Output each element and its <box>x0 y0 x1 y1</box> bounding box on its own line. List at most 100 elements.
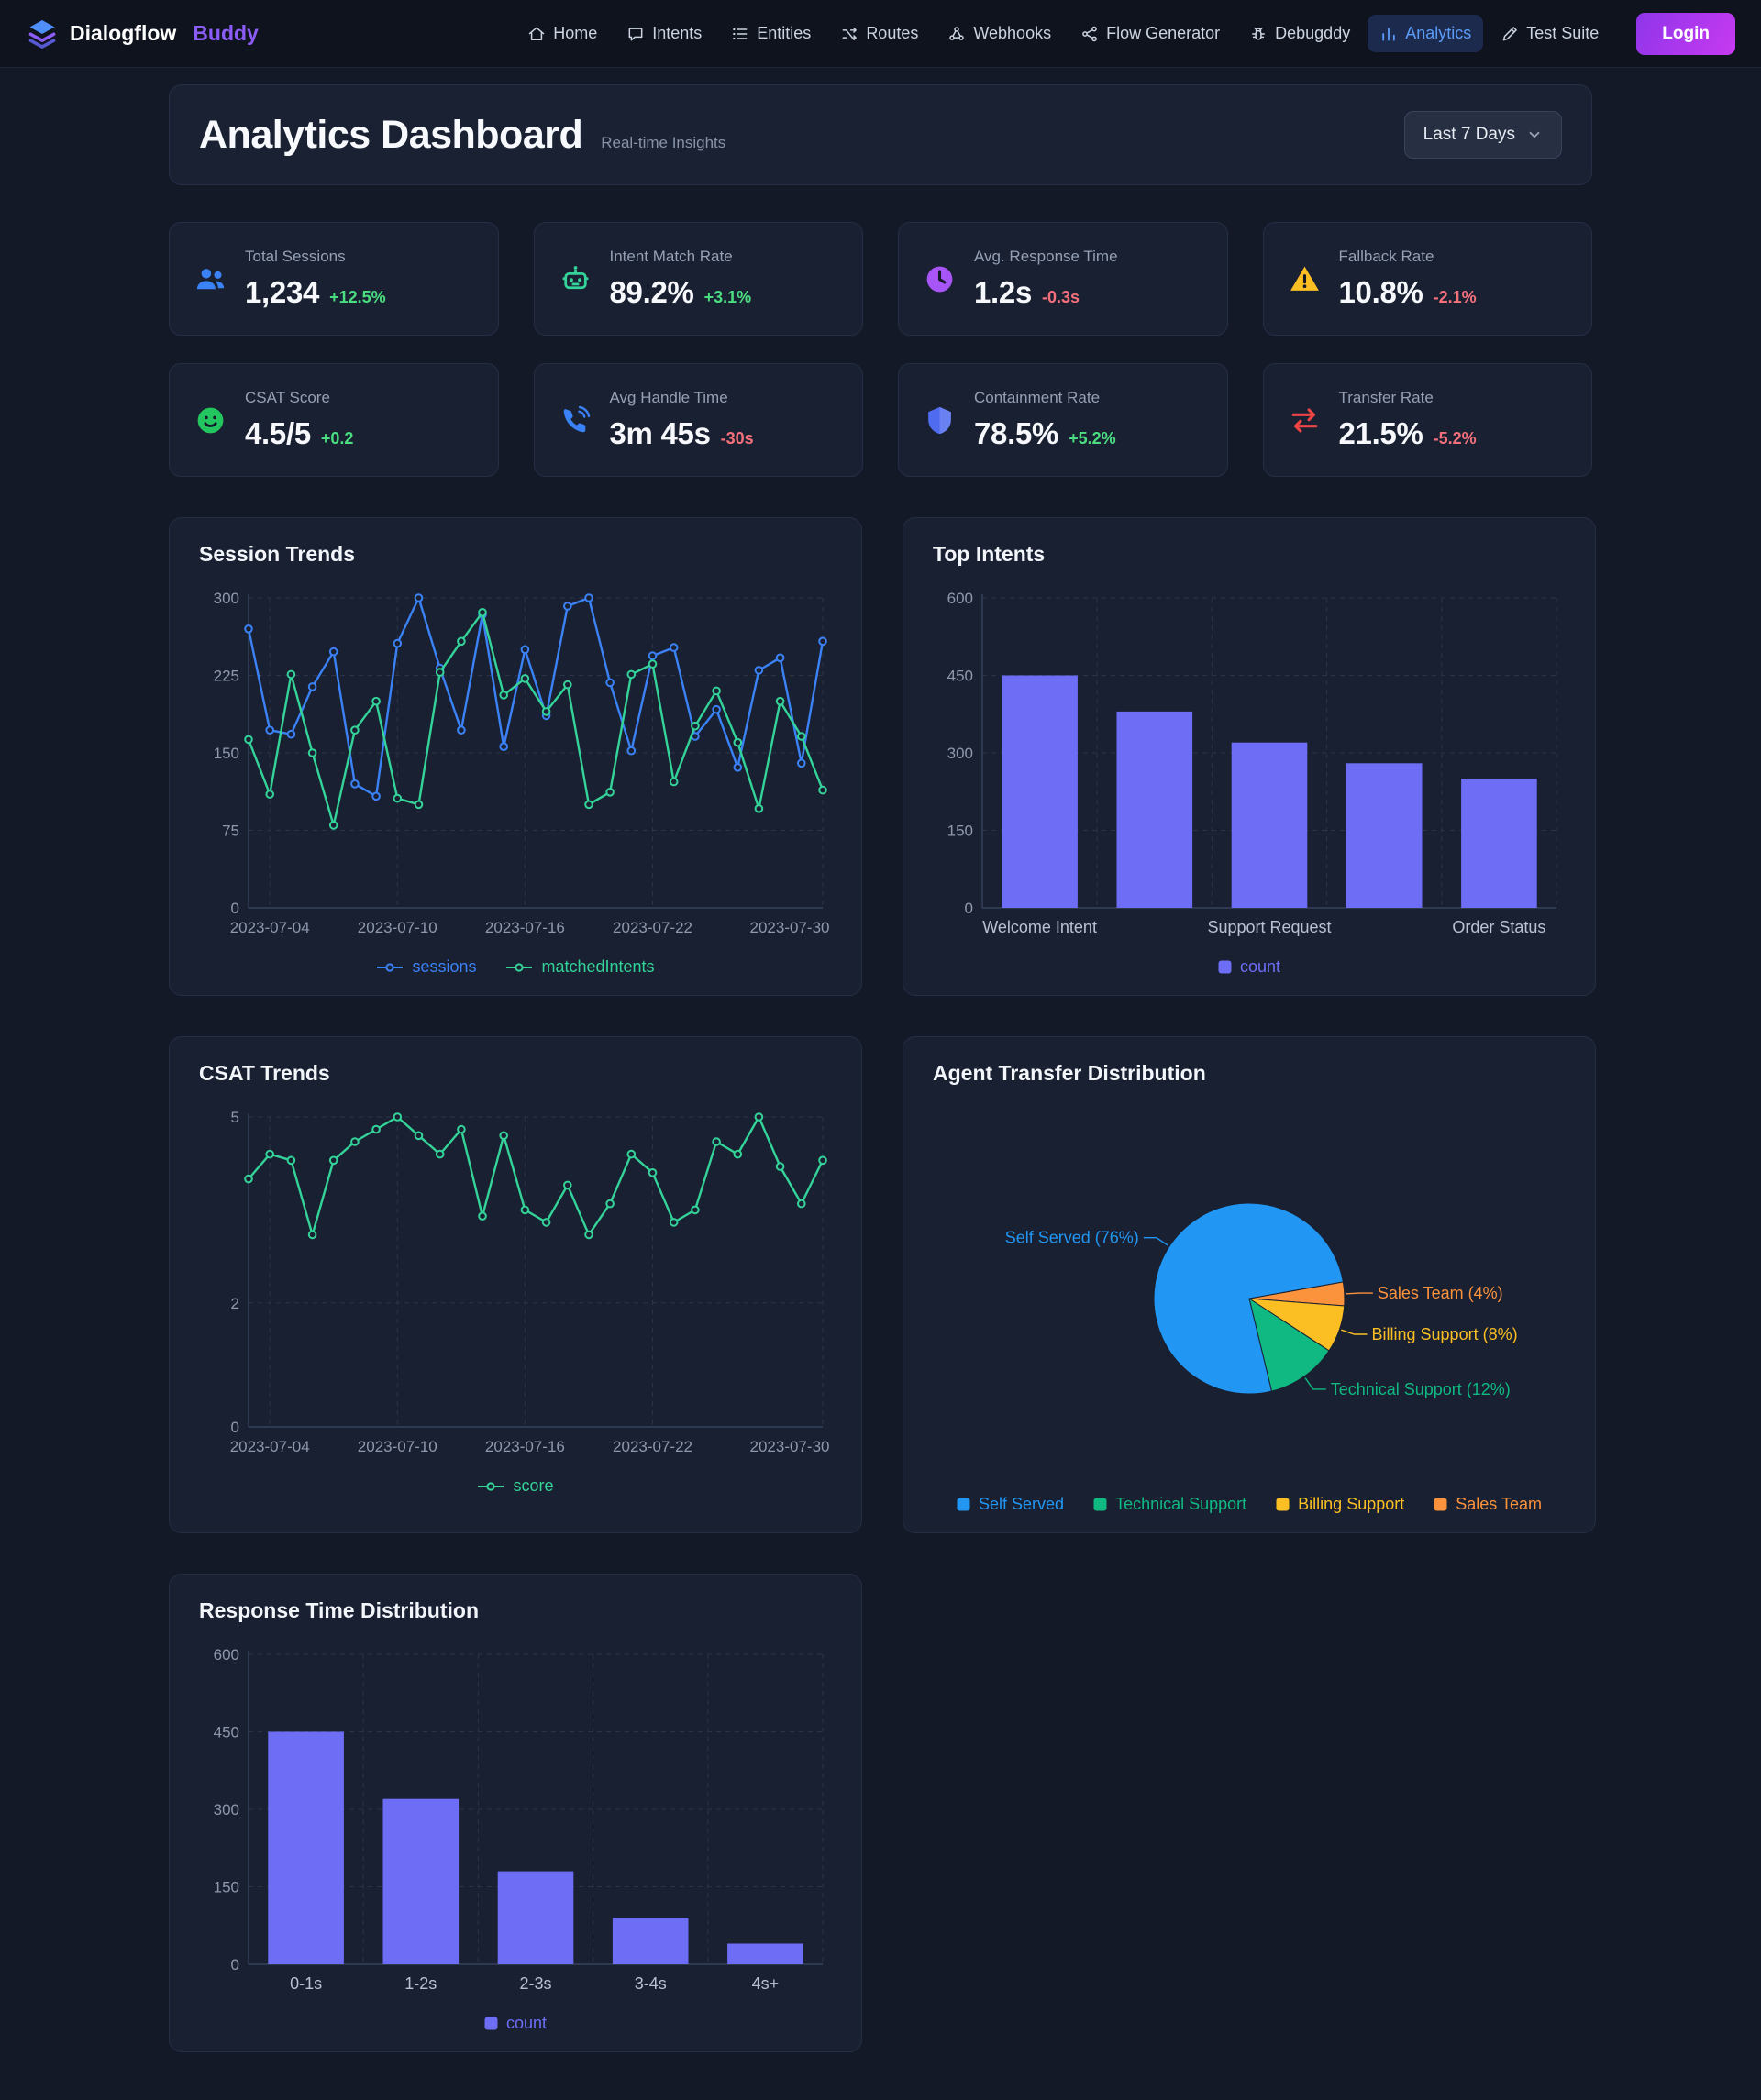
csat-trends-legend: score <box>190 1476 841 1496</box>
kpi-label: Total Sessions <box>245 248 346 265</box>
svg-text:300: 300 <box>214 590 239 607</box>
legend-label: Sales Team <box>1456 1495 1542 1513</box>
agent-transfer-title: Agent Transfer Distribution <box>933 1061 1206 1085</box>
legend-item-matchedintents[interactable]: matchedIntents <box>505 957 655 977</box>
kpi-delta: -30s <box>720 429 754 448</box>
nav-item-analytics[interactable]: Analytics <box>1368 15 1484 52</box>
nav-item-test-suite[interactable]: Test Suite <box>1489 15 1611 52</box>
kpi-delta: +12.5% <box>329 288 386 306</box>
response-time-legend: count <box>190 2014 841 2033</box>
svg-text:0: 0 <box>231 1419 239 1436</box>
kpi-body: Avg. Response Time 1.2s -0.3s <box>974 248 1118 310</box>
legend-item-sessions[interactable]: sessions <box>376 957 476 977</box>
nav-item-webhooks[interactable]: Webhooks <box>936 15 1063 52</box>
nav-item-routes[interactable]: Routes <box>828 15 930 52</box>
kpi-label: Avg Handle Time <box>609 389 728 406</box>
svg-text:600: 600 <box>214 1646 239 1663</box>
kpi-body: Intent Match Rate 89.2% +3.1% <box>610 248 752 310</box>
svg-text:Billing Support (8%): Billing Support (8%) <box>1372 1325 1518 1343</box>
legend-marker-icon <box>1218 960 1232 974</box>
kpi-card-intent-match-rate: Intent Match Rate 89.2% +3.1% <box>533 222 863 336</box>
date-range-selector[interactable]: Last 7 Days <box>1403 111 1562 159</box>
legend-marker-icon <box>506 962 533 972</box>
session-trends-chart: 0 75 150 225 300 2023-07-04 2023-07-10 2023-07-… <box>214 590 830 936</box>
kpi-value-row: 3m 45s -30s <box>610 416 754 451</box>
kpi-delta: -5.2% <box>1433 429 1477 448</box>
kpi-card-containment-rate: Containment Rate 78.5% +5.2% <box>898 363 1228 477</box>
top-nav: Dialogflow Buddy Home Intents Entities Route… <box>0 0 1761 68</box>
legend-marker-icon <box>377 962 404 972</box>
svg-text:2023-07-10: 2023-07-10 <box>358 1438 437 1455</box>
nav-item-flow-generator[interactable]: Flow Generator <box>1069 15 1232 52</box>
svg-text:Technical Support (12%): Technical Support (12%) <box>1331 1380 1511 1398</box>
svg-text:0: 0 <box>231 900 239 917</box>
kpi-delta: +0.2 <box>320 429 354 448</box>
kpi-body: Fallback Rate 10.8% -2.1% <box>1339 248 1477 310</box>
home-icon <box>527 25 546 43</box>
svg-text:2023-07-04: 2023-07-04 <box>230 1438 310 1455</box>
kpi-value: 78.5% <box>974 416 1059 450</box>
webhook-icon <box>947 25 966 43</box>
nav-item-home[interactable]: Home <box>515 15 609 52</box>
kpi-card-csat-score: CSAT Score 4.5/5 +0.2 <box>169 363 499 477</box>
users-icon <box>194 262 227 296</box>
nav-item-intents[interactable]: Intents <box>615 15 714 52</box>
brand-name-secondary: Buddy <box>193 21 259 45</box>
legend-marker-icon <box>478 1481 504 1491</box>
svg-text:75: 75 <box>222 823 239 840</box>
date-range-label: Last 7 Days <box>1423 125 1515 144</box>
shield-icon <box>923 403 957 437</box>
kpi-card-total-sessions: Total Sessions 1,234 +12.5% <box>169 222 499 336</box>
kpi-value-row: 1.2s -0.3s <box>974 275 1118 310</box>
kpi-label: Containment Rate <box>974 389 1101 406</box>
nav-item-entities[interactable]: Entities <box>719 15 823 52</box>
legend-marker-icon <box>484 2017 498 2030</box>
session-trends-title: Session Trends <box>199 542 356 566</box>
legend-item-self-served[interactable]: Self Served <box>957 1495 1064 1514</box>
agent-transfer-chart: Sales Team (4%) Billing Support (8%) Techn… <box>1005 1202 1518 1398</box>
nav-item-debugddy[interactable]: Debugddy <box>1237 15 1362 52</box>
login-button[interactable]: Login <box>1636 12 1735 55</box>
transfer-icon <box>1288 403 1322 437</box>
svg-text:Support Request: Support Request <box>1207 918 1331 936</box>
clock-icon <box>923 262 957 296</box>
session-trends-panel: Session Trends 0 75 150 225 300 2023-07-04 202… <box>169 517 862 996</box>
legend-label: sessions <box>412 957 477 976</box>
legend-item-count[interactable]: count <box>1218 957 1280 977</box>
kpi-card-transfer-rate: Transfer Rate 21.5% -5.2% <box>1262 363 1592 477</box>
svg-text:Self Served (76%): Self Served (76%) <box>1005 1229 1139 1247</box>
svg-text:2023-07-30: 2023-07-30 <box>750 1438 830 1455</box>
kpi-label: CSAT Score <box>245 389 330 406</box>
page-subtitle: Real-time Insights <box>601 133 726 151</box>
svg-text:Sales Team (4%): Sales Team (4%) <box>1378 1284 1503 1302</box>
brand[interactable]: Dialogflow Buddy <box>26 17 259 50</box>
legend-label: Billing Support <box>1298 1495 1405 1513</box>
logo-icon <box>26 17 59 50</box>
svg-text:3-4s: 3-4s <box>635 1974 667 1993</box>
response-time-chart: 0 150 300 450 600 0-1s 1-2s 2-3s 3-4s 4s+ <box>214 1646 824 1993</box>
kpi-label: Transfer Rate <box>1338 389 1434 406</box>
legend-item-score[interactable]: score <box>477 1476 554 1496</box>
svg-text:450: 450 <box>214 1724 239 1741</box>
legend-item-sales-team[interactable]: Sales Team <box>1434 1495 1542 1514</box>
legend-label: matchedIntents <box>541 957 655 976</box>
svg-text:225: 225 <box>214 668 239 685</box>
svg-text:2: 2 <box>231 1295 239 1312</box>
kpi-body: Avg Handle Time 3m 45s -30s <box>610 389 754 451</box>
svg-text:4s+: 4s+ <box>752 1974 780 1993</box>
svg-text:150: 150 <box>214 745 239 762</box>
nav-item-label: Test Suite <box>1526 24 1600 42</box>
kpi-body: Transfer Rate 21.5% -5.2% <box>1339 389 1477 451</box>
svg-text:Order Status: Order Status <box>1452 918 1545 936</box>
kpi-value: 3m 45s <box>609 416 711 450</box>
kpi-value: 21.5% <box>1338 416 1423 450</box>
kpi-delta: +5.2% <box>1069 429 1116 448</box>
kpi-value-row: 89.2% +3.1% <box>610 275 752 310</box>
kpi-grid: Total Sessions 1,234 +12.5% Intent Match Ra… <box>169 222 1592 477</box>
legend-item-count[interactable]: count <box>484 2014 547 2033</box>
legend-item-technical-support[interactable]: Technical Support <box>1093 1495 1246 1514</box>
svg-text:0: 0 <box>231 1956 239 1973</box>
top-intents-legend: count <box>924 957 1575 977</box>
legend-item-billing-support[interactable]: Billing Support <box>1276 1495 1404 1514</box>
bar-chart-icon <box>1379 25 1398 43</box>
